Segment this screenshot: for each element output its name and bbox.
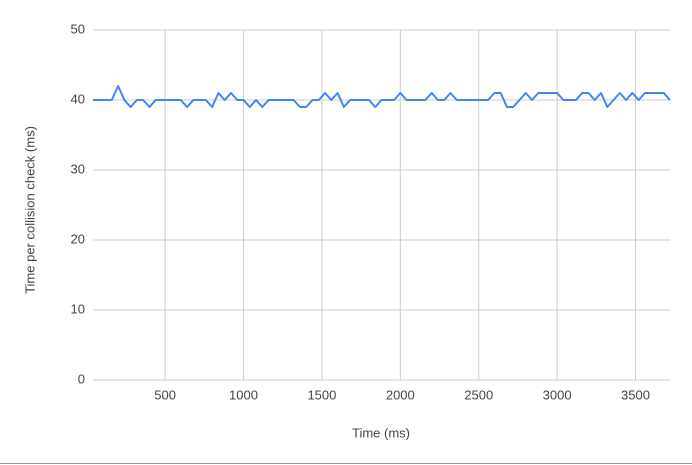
y-axis-title: Time per collision check (ms) [22, 126, 37, 294]
x-tick-label: 2000 [386, 387, 415, 402]
x-tick-label: 2500 [464, 387, 493, 402]
y-tick-label: 50 [71, 21, 85, 36]
y-tick-label: 30 [71, 161, 85, 176]
x-tick-label: 1500 [307, 387, 336, 402]
x-axis-title: Time (ms) [352, 425, 410, 440]
plot [93, 85, 671, 108]
data-line [93, 85, 671, 108]
y-tick-label: 10 [71, 301, 85, 316]
x-tick-label: 1000 [229, 387, 258, 402]
y-tick-label: 20 [71, 231, 85, 246]
x-tick-label: 3000 [543, 387, 572, 402]
x-tick-label: 3500 [621, 387, 650, 402]
y-tick-label: 40 [71, 91, 85, 106]
y-tick-label: 0 [78, 371, 85, 386]
x-tick-label: 500 [154, 387, 176, 402]
